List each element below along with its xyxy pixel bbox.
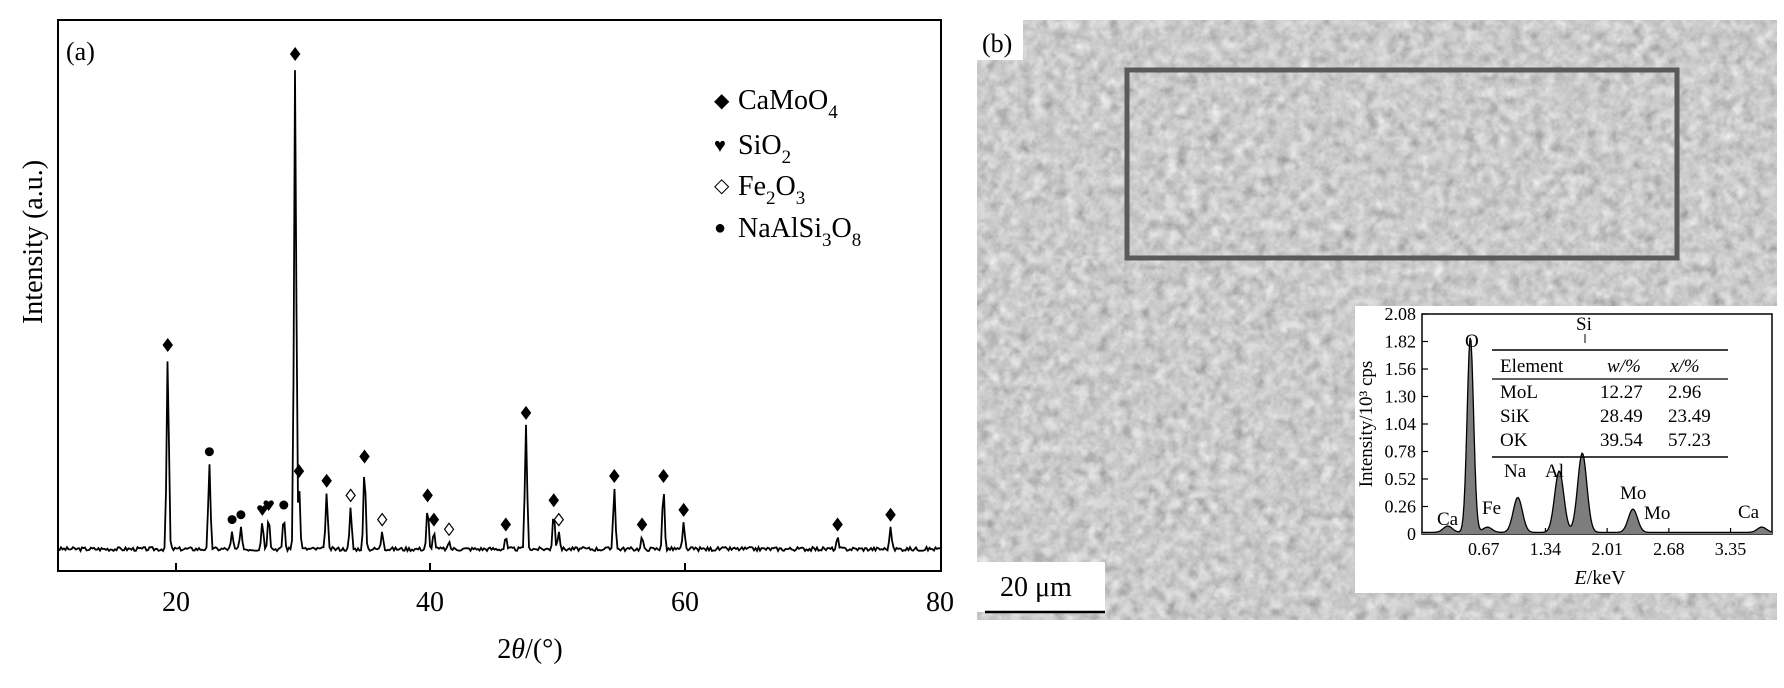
xrd-plot-frame <box>57 19 942 572</box>
phase-marker-fe2o3 <box>553 512 565 527</box>
legend-symbol-camoo4: ◆ <box>714 90 730 112</box>
table-cell: 23.49 <box>1668 406 1711 427</box>
eds-y-axis-label: Intensity/10³ cps <box>1356 361 1377 488</box>
panel-b-label-bg <box>977 20 1023 60</box>
eds-element-table: Element w/% x/% MoL 12.27 2.96 SiK 28.49… <box>1492 349 1728 458</box>
phase-marker-camoo4 <box>548 493 559 508</box>
xrd-x-tick-label: 40 <box>416 587 444 618</box>
peak-label-na: Na <box>1504 461 1527 482</box>
table-cell: 12.27 <box>1600 382 1643 403</box>
xrd-y-axis-label: Intensity (a.u.) <box>18 160 49 324</box>
phase-marker-fe2o3 <box>376 512 388 527</box>
legend-label-naalsi3o8: NaAlSi3O8 <box>738 213 861 251</box>
phase-marker-camoo4 <box>422 488 433 503</box>
scale-bar-label: 20 μm <box>1000 572 1072 603</box>
eds-x-tick-label: 3.35 <box>1715 539 1747 559</box>
eds-inset-bg <box>1355 306 1777 593</box>
peak-label-o: O <box>1465 331 1479 352</box>
eds-x-tick-label: 1.34 <box>1530 539 1562 559</box>
phase-marker-naalsi3o8 <box>236 510 246 520</box>
phase-marker-naalsi3o8 <box>227 515 237 525</box>
phase-marker-camoo4 <box>162 338 173 352</box>
peak-label-fe: Fe <box>1482 498 1501 519</box>
eds-y-tick-label: 1.82 <box>1385 332 1417 352</box>
panel-a-label: (a) <box>66 37 95 66</box>
phase-marker-camoo4 <box>321 473 332 488</box>
panel-b-label: (b) <box>982 29 1012 58</box>
phase-marker-camoo4 <box>658 468 669 483</box>
phase-marker-naalsi3o8 <box>279 500 289 510</box>
eds-y-tick-label: 0.78 <box>1385 442 1417 462</box>
eds-y-tick-label: 0.26 <box>1385 497 1417 517</box>
xrd-chart: (a) Intensity (a.u.) 20 40 60 80 2θ/(°) … <box>18 19 954 665</box>
phase-marker-camoo4 <box>359 449 370 464</box>
table-cell: 39.54 <box>1600 430 1643 451</box>
eds-x-tick-label: 2.01 <box>1591 539 1623 559</box>
phase-marker-camoo4 <box>289 47 301 61</box>
eds-y-tick-label: 0 <box>1407 524 1416 544</box>
phase-marker-fe2o3 <box>443 522 455 537</box>
eds-y-tick-label: 1.30 <box>1385 387 1417 407</box>
phase-marker-camoo4 <box>832 517 843 532</box>
legend-label-sio2: SiO2 <box>738 130 791 168</box>
eds-spectrum-trace <box>1422 337 1773 534</box>
phase-marker-camoo4 <box>500 517 512 532</box>
xrd-legend: ◆ CaMoO4 ♥ SiO2 ◇ Fe2O3 ● NaAlSi3O8 <box>714 85 861 251</box>
sem-analysis-region <box>1124 67 1680 261</box>
eds-x-axis-label: E/keV <box>1573 567 1626 589</box>
eds-x-tick-label: 0.67 <box>1468 539 1500 559</box>
table-cell: OK <box>1500 430 1528 451</box>
phase-marker-camoo4 <box>609 468 620 483</box>
peak-label-al: Al <box>1545 461 1564 482</box>
phase-marker-camoo4 <box>678 502 689 517</box>
legend-symbol-fe2o3: ◇ <box>714 175 730 197</box>
eds-y-tick-label: 0.52 <box>1385 469 1417 489</box>
table-cell: 2.96 <box>1668 382 1701 403</box>
xrd-x-tick-label: 60 <box>671 587 699 618</box>
eds-axis-ticks: 0 0.26 0.52 0.78 1.04 1.30 1.56 1.82 2.08 0.67 1.3… <box>1385 304 1747 559</box>
peak-label-ca-low: Ca <box>1437 509 1459 530</box>
phase-marker-fe2o3 <box>345 488 356 503</box>
phase-marker-camoo4 <box>293 464 305 479</box>
table-header-x: x/% <box>1669 356 1700 377</box>
legend-symbol-sio2: ♥ <box>714 135 726 157</box>
phase-marker-camoo4 <box>520 405 532 420</box>
xrd-x-axis-label: 2θ/(°) <box>497 634 562 665</box>
phase-marker-camoo4 <box>428 512 440 527</box>
table-cell: SiK <box>1500 406 1530 427</box>
eds-y-tick-label: 1.56 <box>1385 359 1417 379</box>
peak-label-mo: Mo <box>1620 483 1646 504</box>
phase-marker-camoo4 <box>885 507 896 522</box>
eds-y-tick-label: 1.04 <box>1385 414 1417 434</box>
legend-symbol-naalsi3o8: ● <box>714 217 726 239</box>
table-header-element: Element <box>1500 356 1564 377</box>
phase-marker-sio2 <box>263 500 274 512</box>
table-header-w: w/% <box>1607 356 1641 377</box>
peak-label-ca-high: Ca <box>1738 502 1760 523</box>
eds-peak-labels: O Si Na Al Fe Ca Mo Mo Ca <box>1437 314 1760 530</box>
table-cell: 57.23 <box>1668 430 1711 451</box>
scale-bar-box <box>977 562 1105 612</box>
xrd-x-tick-marks <box>175 563 686 571</box>
phase-marker-naalsi3o8 <box>204 447 214 457</box>
phase-marker-sio2 <box>257 505 268 516</box>
phase-marker-camoo4 <box>636 517 648 532</box>
table-cell: 28.49 <box>1600 406 1643 427</box>
legend-label-camoo4: CaMoO4 <box>738 85 838 123</box>
xrd-trace <box>57 70 941 554</box>
table-cell: MoL <box>1500 382 1538 403</box>
legend-label-fe2o3: Fe2O3 <box>738 171 805 209</box>
peak-label-si: Si <box>1576 314 1592 335</box>
eds-x-tick-label: 2.68 <box>1653 539 1685 559</box>
peak-label-mo-2: Mo <box>1644 503 1670 524</box>
xrd-x-tick-label: 80 <box>926 587 954 618</box>
xrd-x-tick-label: 20 <box>162 587 190 618</box>
eds-y-tick-label: 2.08 <box>1385 304 1417 324</box>
xrd-phase-markers <box>162 47 896 537</box>
